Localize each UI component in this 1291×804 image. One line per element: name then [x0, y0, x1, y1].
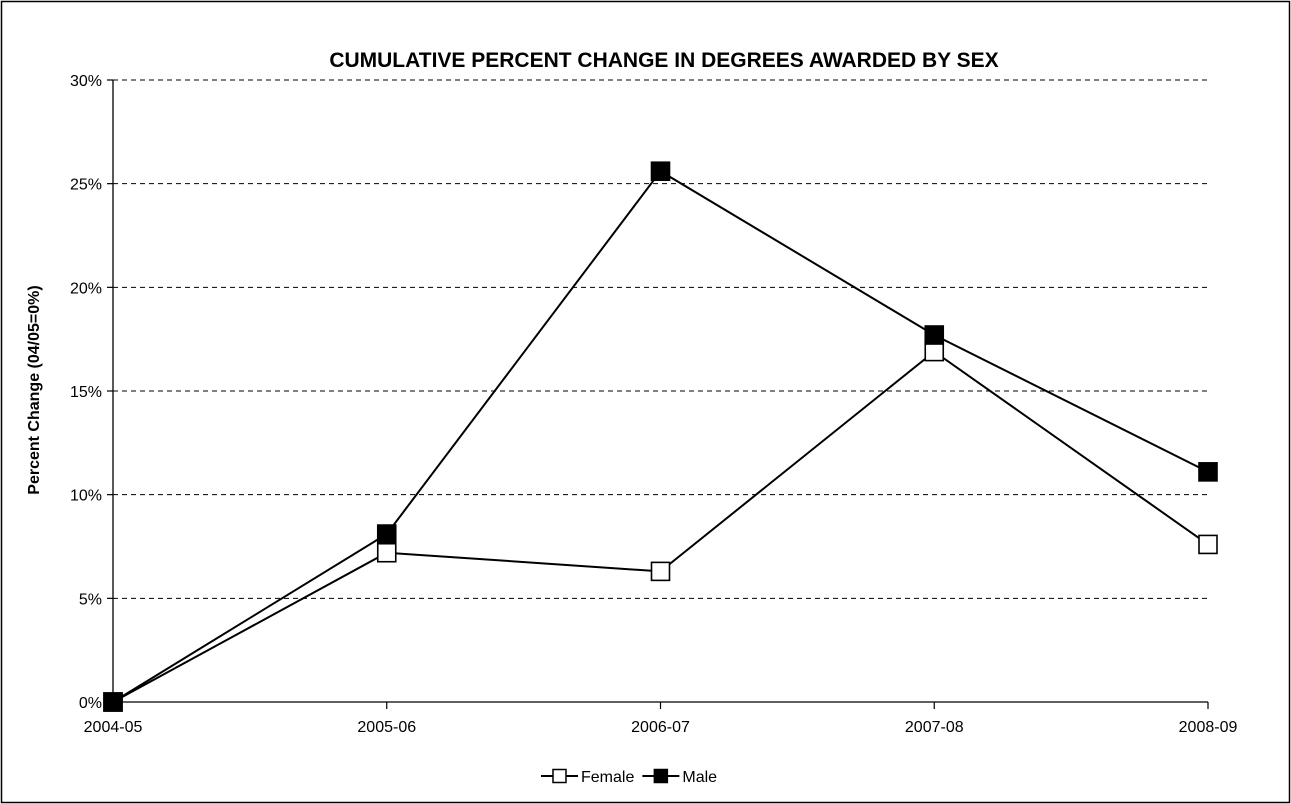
series-male — [103, 161, 1218, 712]
y-tick-label: 15% — [70, 384, 102, 401]
y-tick-label: 20% — [70, 280, 102, 297]
legend-marker — [653, 768, 669, 784]
data-point-female — [924, 341, 945, 362]
y-tick-label: 0% — [79, 695, 102, 712]
series — [103, 161, 1218, 712]
legend-label: Female — [581, 769, 634, 786]
data-point-male — [376, 524, 397, 544]
y-tick-labels: 0% 5% 10% 15% 20% 25% 30% — [70, 73, 113, 712]
x-tick-labels: 2004-05 2005-06 2006-07 2007-08 2008-09 — [84, 702, 1238, 736]
legend-item-male: Male — [642, 768, 717, 786]
data-point-female — [1198, 534, 1218, 555]
x-tick-label: 2006-07 — [631, 719, 690, 736]
grid-lines — [113, 79, 1208, 599]
chart-title: CUMULATIVE PERCENT CHANGE IN DEGREES AWA… — [329, 49, 998, 72]
y-tick-label: 10% — [70, 488, 102, 505]
y-tick-label: 30% — [70, 73, 102, 90]
data-point-male — [650, 161, 671, 182]
x-tick-label: 2008-09 — [1179, 719, 1238, 736]
x-tick-label: 2007-08 — [905, 719, 964, 736]
data-point-male — [1198, 462, 1218, 482]
data-point-female — [650, 561, 671, 582]
x-tick-label: 2005-06 — [357, 719, 416, 736]
legend-label: Male — [682, 769, 717, 786]
legend-item-female: Female — [541, 768, 634, 786]
y-axis-title: Percent Change (04/05=0%) — [26, 285, 43, 494]
data-point-female — [376, 542, 397, 563]
legend: Female Male — [541, 768, 717, 786]
x-tick-label: 2004-05 — [84, 719, 143, 736]
legend-marker — [552, 768, 567, 784]
y-tick-label: 25% — [70, 177, 102, 194]
y-tick-label: 5% — [79, 591, 102, 608]
data-point-male — [103, 692, 123, 712]
data-point-male — [924, 325, 945, 345]
